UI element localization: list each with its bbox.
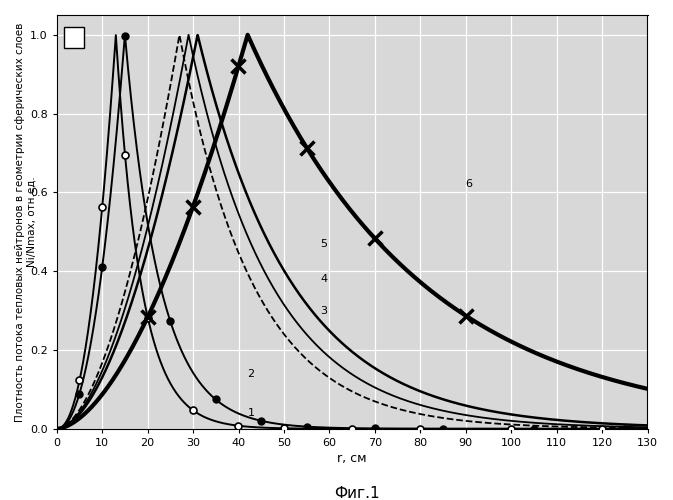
Text: 5: 5 (320, 238, 327, 248)
Text: 3: 3 (320, 306, 327, 316)
Text: 6: 6 (466, 180, 472, 190)
Text: 2: 2 (248, 368, 254, 378)
Y-axis label: Плотность потока тепловых нейтронов в геометрии сферических слоев
Ni/Nmax, отн.е: Плотность потока тепловых нейтронов в ге… (15, 22, 36, 421)
Text: 1: 1 (248, 408, 254, 418)
FancyBboxPatch shape (63, 27, 84, 48)
X-axis label: r, см: r, см (337, 452, 367, 465)
Text: Фиг.1: Фиг.1 (334, 486, 380, 500)
Text: 4: 4 (320, 274, 328, 284)
